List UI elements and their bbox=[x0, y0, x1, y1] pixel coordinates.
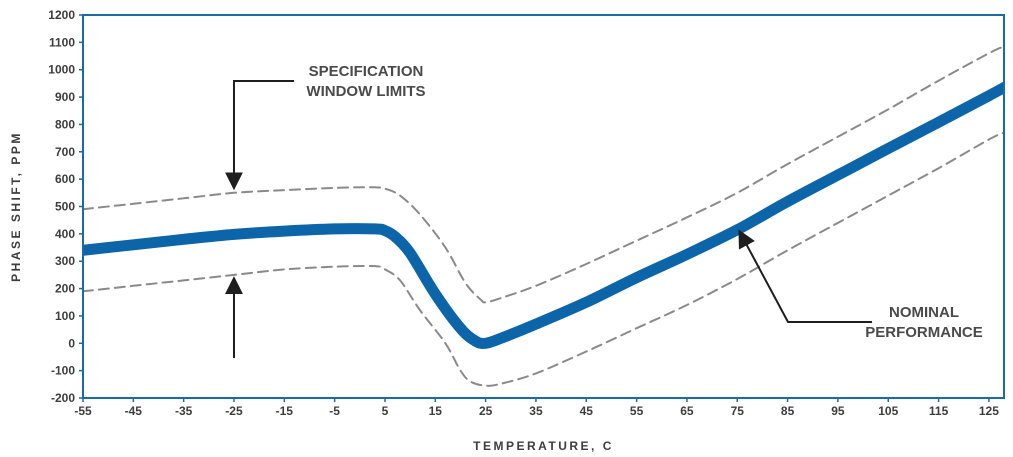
y-tick-label: 400 bbox=[55, 227, 75, 241]
spec-window-label-line: SPECIFICATION bbox=[309, 63, 424, 80]
spec-window-label-line: WINDOW LIMITS bbox=[306, 83, 425, 100]
x-tick-label: 65 bbox=[680, 404, 694, 418]
x-tick-label: 25 bbox=[479, 404, 493, 418]
x-tick-label: 5 bbox=[382, 404, 389, 418]
y-tick-label: 1000 bbox=[48, 63, 75, 77]
plot-frame bbox=[82, 14, 1005, 399]
y-tick-label: 800 bbox=[55, 117, 75, 131]
x-tick-label: -45 bbox=[125, 404, 143, 418]
x-tick-label: 75 bbox=[731, 404, 745, 418]
x-tick-label: -15 bbox=[276, 404, 294, 418]
y-tick-label: 100 bbox=[55, 309, 75, 323]
y-tick-label: 900 bbox=[55, 90, 75, 104]
x-tick-label: -5 bbox=[329, 404, 340, 418]
y-tick-label: 700 bbox=[55, 145, 75, 159]
spec-limit-lower-line bbox=[83, 131, 1004, 387]
y-tick-label: 0 bbox=[68, 336, 75, 350]
x-tick-label: 115 bbox=[929, 404, 949, 418]
x-axis-title: TEMPERATURE, C bbox=[473, 439, 614, 453]
y-axis-title: PHASE SHIFT, PPM bbox=[9, 131, 23, 282]
y-tick-label: 300 bbox=[55, 254, 75, 268]
y-tick-label: 500 bbox=[55, 200, 75, 214]
x-tick-label: 105 bbox=[878, 404, 898, 418]
x-tick-label: 15 bbox=[429, 404, 443, 418]
y-tick-label: -200 bbox=[51, 391, 75, 405]
x-tick-label: 35 bbox=[529, 404, 543, 418]
x-axis-ticks: -55 -45 -35 -25 -15 -5 5 15 25 35 45 55 65 75 85 95 105 1… bbox=[74, 398, 999, 418]
x-tick-label: 55 bbox=[630, 404, 644, 418]
y-axis-ticks: -200 -100 0 100 200 300 400 500 600 700 800 900 1000… bbox=[48, 8, 83, 405]
x-tick-label: 45 bbox=[580, 404, 594, 418]
x-tick-label: -35 bbox=[175, 404, 193, 418]
y-tick-label: 200 bbox=[55, 282, 75, 296]
annotations: SPECIFICATION WINDOW LIMITS NOMINAL PERFORM… bbox=[224, 63, 983, 358]
x-tick-label: -55 bbox=[74, 404, 92, 418]
spec-window-label: SPECIFICATION WINDOW LIMITS bbox=[306, 63, 425, 100]
spec-limit-upper-line bbox=[83, 45, 1004, 304]
y-tick-label: 1200 bbox=[48, 8, 75, 22]
series-layer bbox=[83, 45, 1004, 387]
y-tick-label: 1100 bbox=[49, 35, 75, 49]
spec-upper-arrow bbox=[224, 80, 294, 191]
y-tick-label: 600 bbox=[55, 172, 75, 186]
x-tick-label: 95 bbox=[831, 404, 845, 418]
x-tick-label: -25 bbox=[225, 404, 243, 418]
nominal-performance-label: NOMINAL PERFORMANCE bbox=[865, 304, 983, 341]
nominal-performance-arrow bbox=[738, 229, 872, 323]
x-tick-label: 85 bbox=[781, 404, 795, 418]
x-tick-label: 125 bbox=[979, 404, 999, 418]
nominal-performance-label-line: NOMINAL bbox=[889, 304, 959, 321]
y-tick-label: -100 bbox=[51, 364, 75, 378]
nominal-performance-line bbox=[83, 82, 1004, 349]
nominal-performance-label-line: PERFORMANCE bbox=[865, 324, 983, 341]
